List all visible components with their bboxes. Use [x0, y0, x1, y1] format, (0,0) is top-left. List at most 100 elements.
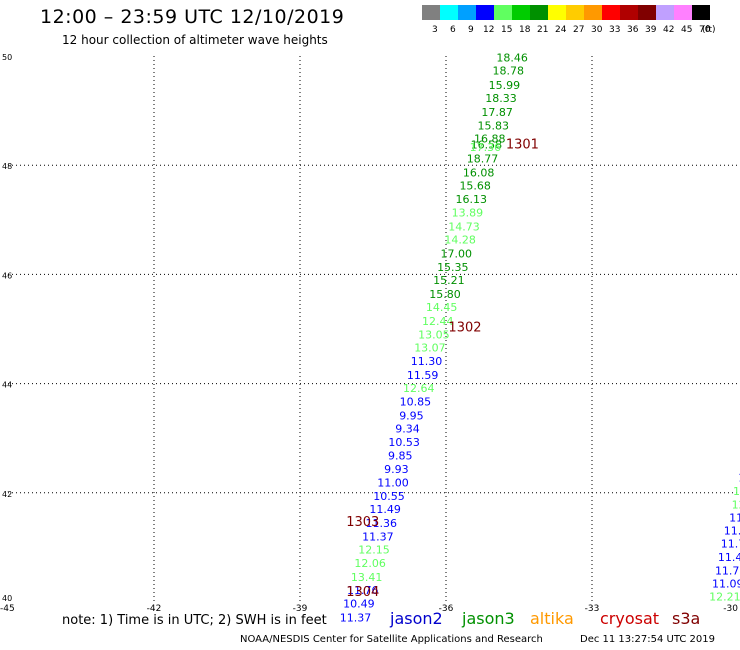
- pass-time-label: 1304: [346, 585, 379, 600]
- y-tick-label: 42: [2, 490, 12, 499]
- wave-height-label: 11.49: [369, 503, 401, 516]
- wave-height-label: 13.05: [418, 328, 450, 341]
- scale-swatch: [458, 5, 476, 20]
- wave-height-label: 15.99: [489, 79, 521, 92]
- x-tick-label: -36: [439, 604, 454, 614]
- x-tick-label: -39: [293, 604, 308, 614]
- scale-swatch: [656, 5, 674, 20]
- wave-height-label: 11.71: [715, 564, 740, 577]
- y-tick-label: 40: [2, 594, 12, 603]
- wave-height-label: 18.33: [485, 92, 517, 105]
- wave-height-label: 11.30: [411, 355, 443, 368]
- y-tick-label: 46: [2, 271, 12, 280]
- footer-note: note: 1) Time is in UTC; 2) SWH is in fe…: [62, 613, 327, 628]
- scale-label: 39: [645, 25, 657, 35]
- wave-height-label: 11.37: [362, 530, 394, 543]
- scale-label: 9: [468, 25, 474, 35]
- x-tick-label: -42: [147, 604, 162, 614]
- scale-label: 15: [501, 25, 513, 35]
- scale-swatch: [674, 5, 692, 20]
- wave-height-label: 18.78: [493, 65, 525, 78]
- wave-height-label: 17.00: [440, 248, 472, 261]
- wave-height-label: 16.08: [463, 166, 495, 179]
- wave-height-label: 10.85: [400, 396, 432, 409]
- wave-height-label: 16.58: [471, 138, 503, 151]
- wave-height-label: 11: [738, 472, 740, 485]
- wave-height-label: 10.55: [373, 490, 405, 503]
- wave-height-label: 15.80: [429, 288, 461, 301]
- wave-height-label: 16.88: [474, 132, 506, 145]
- wave-height-label: 11.41: [718, 551, 740, 564]
- pass-time-label: 1301: [506, 137, 539, 152]
- page-subtitle: 12 hour collection of altimeter wave hei…: [62, 33, 328, 47]
- wave-height-label: 12.15: [358, 544, 390, 557]
- wave-height-label: 12.44: [422, 315, 454, 328]
- legend-jason2: jason2: [390, 609, 443, 628]
- wave-height-label: 12.64: [403, 382, 435, 395]
- generated-timestamp: Dec 11 13:27:54 UTC 2019: [580, 634, 715, 645]
- wave-height-label: 11.8: [729, 511, 740, 524]
- credit-line: NOAA/NESDIS Center for Satellite Applica…: [240, 634, 543, 645]
- wave-height-label: 11.76: [347, 584, 379, 597]
- scale-label: 70: [699, 25, 711, 35]
- scale-swatch: [530, 5, 548, 20]
- scale-swatch: [692, 5, 710, 20]
- wave-height-label: 15.83: [477, 119, 509, 132]
- scale-label: 6: [450, 25, 456, 35]
- scale-label: 24: [555, 25, 567, 35]
- wave-height-label: 12.06: [354, 557, 386, 570]
- legend-jason3: jason3: [462, 609, 515, 628]
- scale-label: 12: [483, 25, 495, 35]
- wave-height-label: 14.45: [426, 301, 458, 314]
- x-tick-label: -30: [723, 604, 738, 614]
- wave-height-label: 18.46: [496, 52, 528, 65]
- wave-height-label: 13.89: [452, 207, 484, 220]
- scale-swatch: [512, 5, 530, 20]
- wave-height-label: 9.95: [399, 409, 424, 422]
- wave-height-label: 14.28: [444, 233, 476, 246]
- scale-label: 3: [432, 25, 438, 35]
- scale-swatch: [494, 5, 512, 20]
- wave-height-label: 12.2: [733, 485, 740, 498]
- wave-height-label: 14.73: [448, 220, 480, 233]
- wave-height-label: 17.87: [481, 106, 513, 119]
- wave-height-label: 12.0: [732, 498, 740, 511]
- legend-cryosat: cryosat: [600, 609, 660, 628]
- scale-label: 42: [663, 25, 675, 35]
- scale-label: 33: [609, 25, 621, 35]
- page-title: 12:00 – 23:59 UTC 12/10/2019: [40, 6, 345, 28]
- wave-height-label: 12.21: [709, 591, 740, 604]
- wave-height-label: 15.21: [433, 274, 465, 287]
- legend-altika: altika: [530, 609, 574, 628]
- scale-unit: (ft): [702, 25, 716, 35]
- wave-height-label: 11.36: [366, 517, 398, 530]
- scale-swatch: [566, 5, 584, 20]
- scale-swatch: [638, 5, 656, 20]
- wave-height-label: 13.07: [414, 342, 446, 355]
- wave-height-label: 18.77: [467, 153, 499, 166]
- wave-height-label: 13.41: [351, 571, 383, 584]
- scale-label: 30: [591, 25, 603, 35]
- scale-swatch: [602, 5, 620, 20]
- wave-height-label: 10.49: [343, 598, 375, 611]
- x-tick-label: -33: [585, 604, 600, 614]
- wave-height-label: 11.77: [721, 538, 740, 551]
- wave-height-label: 11.46: [724, 524, 740, 537]
- pass-time-label: 1302: [448, 320, 481, 335]
- scale-label: 21: [537, 25, 549, 35]
- wave-height-label: 10.53: [388, 436, 420, 449]
- scale-label: 36: [627, 25, 639, 35]
- scale-swatch: [620, 5, 638, 20]
- wave-height-label: 15.68: [459, 179, 491, 192]
- legend-s3a: s3a: [672, 609, 701, 628]
- wave-height-label: 16.13: [456, 193, 488, 206]
- scale-swatch: [548, 5, 566, 20]
- wave-height-label: 9.34: [395, 422, 420, 435]
- wave-height-label: 11.00: [377, 476, 409, 489]
- wave-height-label: 17.36: [470, 141, 502, 154]
- scale-swatch: [476, 5, 494, 20]
- pass-time-label: 1303: [346, 515, 379, 530]
- wave-height-label: 11.37: [340, 611, 372, 624]
- x-tick-label: -45: [0, 604, 15, 614]
